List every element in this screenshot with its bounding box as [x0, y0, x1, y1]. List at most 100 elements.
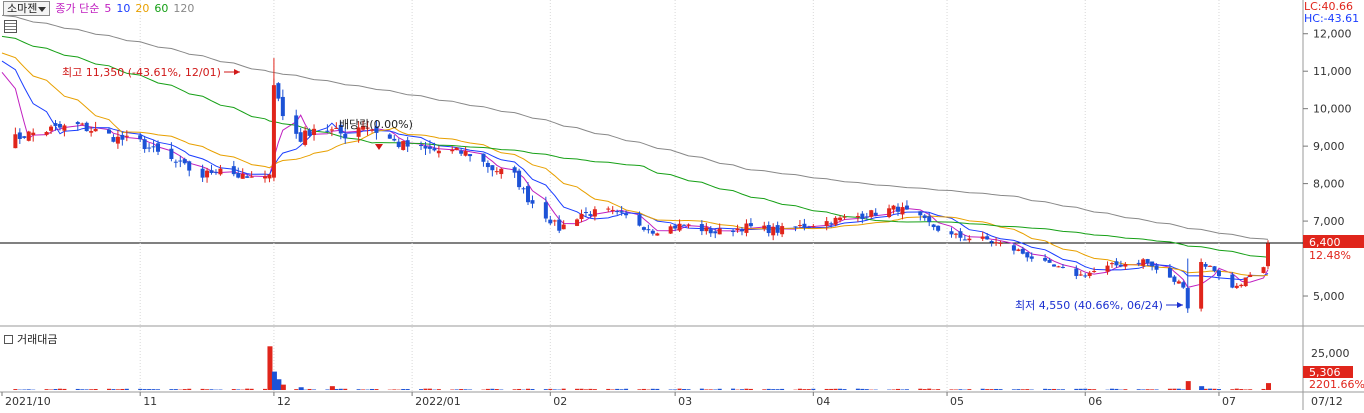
candle-body [464, 151, 468, 156]
volume-bar [210, 389, 214, 390]
volume-bar [562, 389, 566, 390]
volume-bar [1168, 389, 1172, 390]
volume-bar [1172, 389, 1176, 390]
candle-body [250, 177, 254, 178]
volume-bar [932, 389, 936, 390]
high-annotation: 최고 11,350 (-43.61%, 12/01) [62, 66, 240, 79]
volume-bar [201, 389, 205, 390]
volume-bar [27, 389, 31, 390]
candle-body [530, 200, 534, 204]
candle-body [678, 224, 682, 231]
candle-body [89, 131, 93, 133]
candle-body [522, 188, 526, 189]
candle-body [776, 225, 780, 233]
volume-bar [575, 389, 579, 390]
candle-body [967, 239, 971, 241]
stock-name-selector[interactable]: 소마젠 [3, 1, 50, 16]
candle-body [27, 132, 31, 141]
candle-body [22, 136, 26, 138]
volume-bar [700, 389, 704, 390]
candle-body [1230, 275, 1234, 288]
volume-bar [642, 389, 646, 390]
candle-body [575, 219, 579, 226]
grid-toggle-icon[interactable] [4, 20, 17, 33]
ma-20-label[interactable]: 20 [135, 1, 149, 16]
candle-body [869, 210, 873, 217]
candle-body [178, 161, 182, 162]
volume-bar [1204, 389, 1208, 390]
volume-bar [294, 389, 298, 390]
candle-body [651, 231, 655, 234]
volume-bar [205, 389, 209, 390]
volume-bar [936, 389, 940, 390]
volume-bar [1137, 389, 1141, 390]
low-annotation: 최저 4,550 (40.66%, 06/24) [1015, 299, 1183, 312]
volume-bar [187, 389, 191, 390]
volume-bar [401, 389, 405, 390]
time-tick-label: 11 [143, 395, 157, 408]
volume-bar [1244, 389, 1248, 390]
candle-body [147, 148, 151, 149]
volume-bar [865, 389, 869, 390]
candle-body [241, 174, 245, 179]
candle-body [557, 220, 561, 231]
candle-body [865, 216, 869, 217]
low-arrow-icon [1177, 302, 1183, 308]
volume-bar [767, 389, 771, 390]
candle-body [1119, 265, 1123, 267]
volume-bars [13, 346, 1271, 390]
volume-bar [744, 389, 748, 390]
candle-body [843, 217, 847, 218]
candle-body [1177, 281, 1181, 283]
candle-body [152, 146, 156, 147]
volume-bar [138, 389, 142, 390]
candle-body [276, 83, 280, 98]
volume-bar [776, 389, 780, 390]
hc-label: HC:-43.61 [1304, 13, 1359, 25]
candle-body [744, 224, 748, 233]
volume-bar [517, 389, 521, 390]
ma-60-label[interactable]: 60 [154, 1, 168, 16]
candle-body [994, 242, 998, 243]
volume-bar [374, 389, 378, 390]
volume-bar [1230, 389, 1234, 390]
candle-body [432, 148, 436, 150]
candle-body [236, 173, 240, 178]
candle-body [1266, 244, 1270, 267]
ma-120-label[interactable]: 120 [173, 1, 194, 16]
candle-body [588, 214, 592, 216]
panel-toggle-icon[interactable] [4, 335, 13, 344]
volume-bar [994, 389, 998, 390]
volume-bar-spike [272, 372, 277, 390]
high-arrow-icon [234, 69, 240, 75]
candle-body [481, 154, 485, 162]
candle-body [1052, 264, 1056, 266]
volume-bar-spike [1266, 383, 1271, 390]
volume-bar [530, 389, 534, 390]
ma-10-label[interactable]: 10 [116, 1, 130, 16]
volume-bar [1110, 389, 1114, 390]
volume-bar [1208, 389, 1212, 390]
candle-body [343, 134, 347, 138]
candle-body [655, 233, 659, 235]
volume-bar [1213, 389, 1217, 390]
candle-body [1016, 249, 1020, 250]
ma-5-label[interactable]: 5 [104, 1, 111, 16]
volume-bar [392, 389, 396, 390]
moving-averages [2, 15, 1268, 287]
candle-body [312, 129, 316, 135]
candle-body [138, 135, 142, 139]
chevron-down-icon [38, 7, 46, 12]
candle-body [963, 239, 967, 240]
candle-body [927, 216, 931, 222]
candle-body [954, 234, 958, 235]
candle-body [829, 223, 833, 224]
volume-bar [856, 389, 860, 390]
candle-body [1048, 260, 1052, 263]
volume-bar [94, 389, 98, 390]
dividend-marker-icon [375, 144, 383, 150]
volume-bar [798, 389, 802, 390]
